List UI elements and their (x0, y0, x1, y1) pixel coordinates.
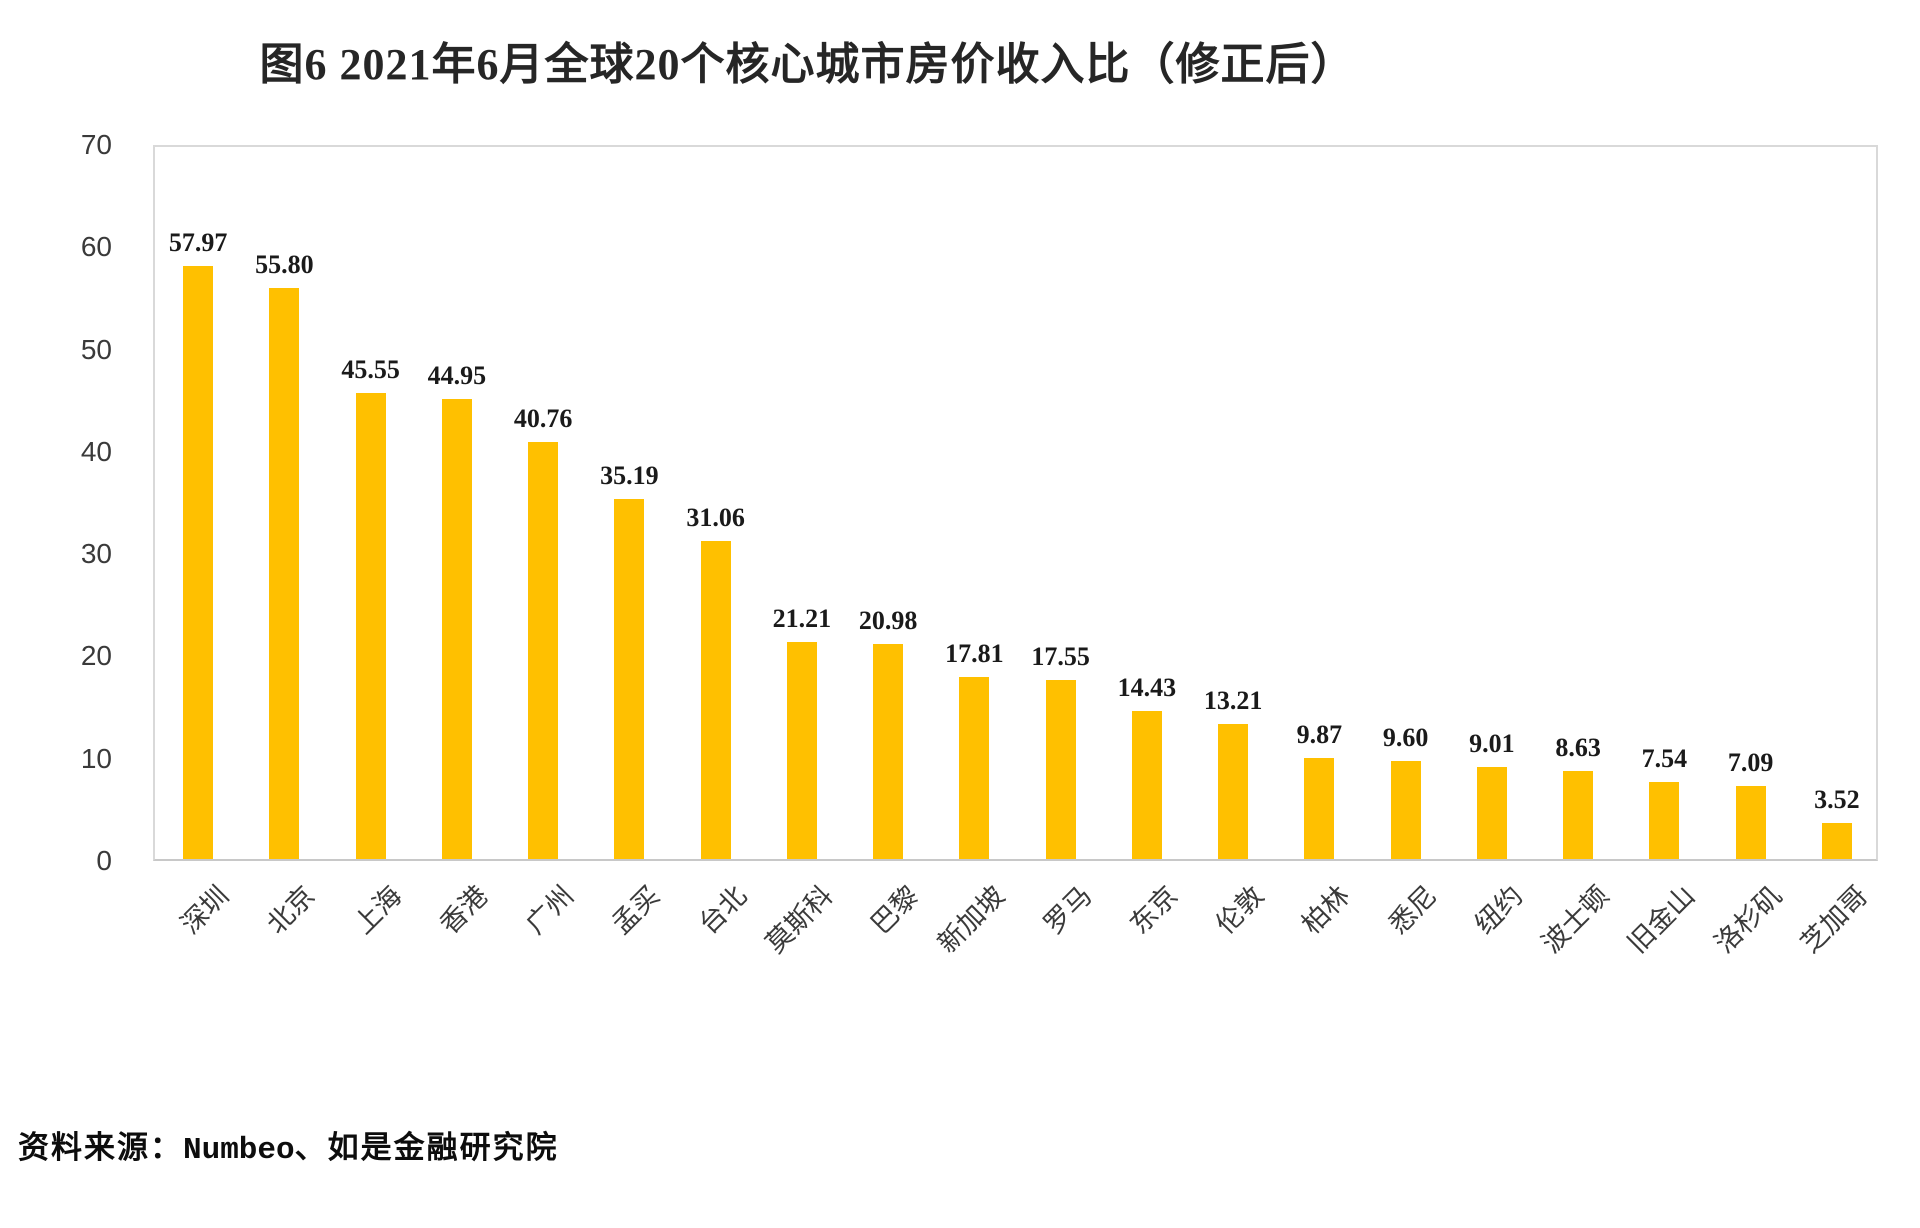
bar-深圳 (183, 266, 214, 859)
bar-value-label: 21.21 (772, 604, 832, 634)
bar-value-label: 35.19 (600, 461, 659, 491)
bar-波士顿 (1563, 770, 1594, 859)
bar-value-label: 57.97 (168, 228, 228, 258)
bar-香港 (441, 399, 472, 859)
x-axis-label-孟买: 孟买 (606, 880, 666, 940)
bar-旧金山 (1649, 781, 1680, 859)
x-axis-label-洛杉矶: 洛杉矶 (1708, 880, 1788, 959)
bar-value-label: 7.09 (1727, 748, 1774, 778)
x-axis-label-东京: 东京 (1123, 880, 1184, 940)
x-axis-label-新加坡: 新加坡 (932, 880, 1011, 959)
x-axis-label-旧金山: 旧金山 (1622, 880, 1701, 959)
bar-value-label: 55.80 (255, 250, 314, 280)
bar-value-label: 3.52 (1814, 785, 1860, 814)
x-axis-label-悉尼: 悉尼 (1382, 880, 1443, 940)
x-axis-label-深圳: 深圳 (175, 880, 235, 940)
y-axis-tick-0: 0 (96, 845, 112, 876)
bar-孟买 (614, 499, 645, 859)
x-axis-label-莫斯科: 莫斯科 (759, 880, 839, 959)
y-axis-tick-10: 10 (80, 742, 112, 774)
x-axis-label-北京: 北京 (261, 880, 321, 940)
plot-area: 57.97 55.80 45.55 44.95 40.76 35.19 31.06 21.21… (153, 145, 1878, 861)
bar-value-label: 9.01 (1469, 728, 1515, 758)
bar-value-label: 8.63 (1555, 732, 1601, 762)
bar-value-label: 13.21 (1203, 685, 1263, 715)
bar-伦敦 (1218, 723, 1249, 859)
bar-value-label: 31.06 (686, 503, 745, 533)
source-note: 资料来源：Numbeo、如是金融研究院 (18, 1122, 559, 1168)
bar-上海 (355, 393, 386, 859)
x-axis-label-柏林: 柏林 (1296, 880, 1356, 940)
source-suffix: 、如是金融研究院 (294, 1130, 559, 1165)
x-axis-label-纽约: 纽约 (1468, 880, 1529, 940)
source-prefix: 资料来源： (18, 1130, 183, 1165)
x-axis-label-上海: 上海 (347, 880, 408, 940)
x-axis-label-罗马: 罗马 (1037, 880, 1098, 940)
x-axis-label-香港: 香港 (433, 880, 494, 940)
x-axis-label-巴黎: 巴黎 (865, 880, 925, 940)
bar-广州 (528, 442, 559, 859)
bar-柏林 (1304, 758, 1335, 859)
x-axis-label-波士顿: 波士顿 (1536, 880, 1615, 959)
bar-value-label: 45.55 (341, 355, 400, 385)
bar-新加坡 (959, 676, 990, 859)
y-axis-tick-60: 60 (80, 231, 112, 263)
bar-台北 (700, 541, 731, 859)
y-axis-tick-70: 70 (80, 129, 112, 160)
x-axis-label-芝加哥: 芝加哥 (1794, 880, 1874, 959)
chart-title: 图6 2021年6月全球20个核心城市房价收入比（修正后） (259, 40, 1356, 89)
bar-悉尼 (1390, 760, 1421, 859)
bar-value-label: 9.87 (1296, 720, 1343, 750)
x-axis-label-广州: 广州 (520, 880, 580, 940)
bar-value-label: 17.81 (945, 638, 1004, 668)
bar-纽约 (1476, 766, 1507, 859)
bar-洛杉矶 (1735, 786, 1766, 859)
bar-value-label: 7.54 (1641, 743, 1688, 773)
bar-value-label: 17.55 (1031, 641, 1090, 671)
bar-value-label: 44.95 (427, 361, 487, 391)
y-axis-tick-40: 40 (80, 435, 112, 467)
bar-莫斯科 (786, 642, 817, 859)
y-axis-tick-30: 30 (80, 538, 112, 570)
x-axis-label-台北: 台北 (692, 880, 753, 940)
y-axis-tick-50: 50 (80, 333, 112, 365)
bar-罗马 (1045, 679, 1076, 859)
bar-东京 (1131, 711, 1162, 859)
bar-value-label: 40.76 (513, 404, 573, 434)
bar-巴黎 (873, 644, 904, 859)
bar-value-label: 9.60 (1382, 722, 1429, 752)
x-axis-label-伦敦: 伦敦 (1210, 880, 1270, 940)
bar-value-label: 20.98 (858, 606, 918, 636)
bar-北京 (269, 288, 300, 859)
bar-芝加哥 (1821, 823, 1852, 859)
y-axis-tick-20: 20 (80, 640, 112, 672)
bar-value-label: 14.43 (1117, 673, 1177, 703)
source-name: Numbeo (183, 1133, 295, 1168)
